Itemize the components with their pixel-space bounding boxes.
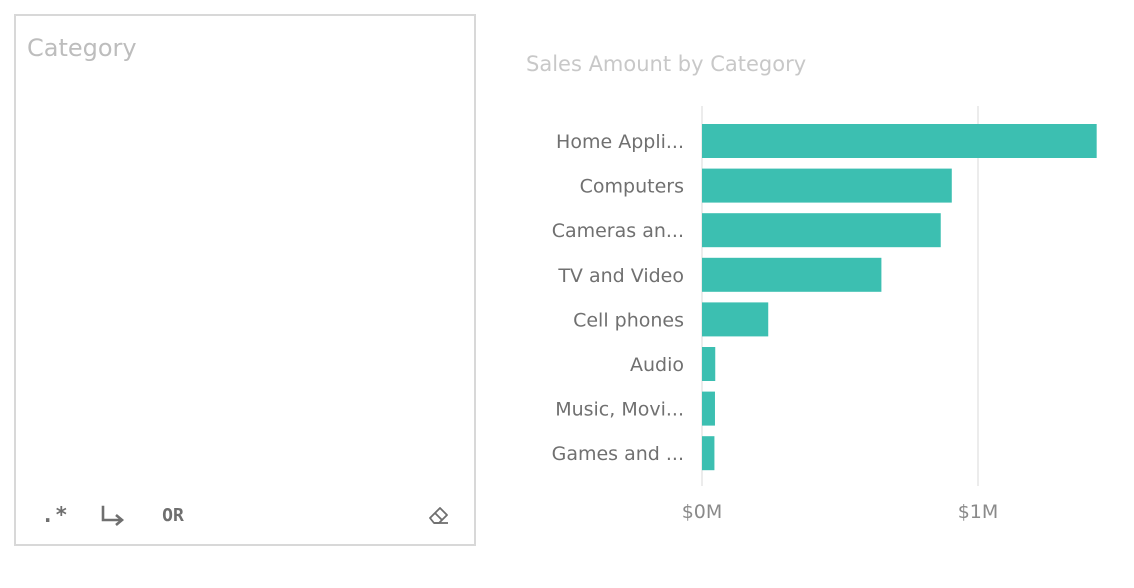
category-label-4: Cell phones (573, 309, 684, 331)
bar-1[interactable] (702, 168, 952, 203)
eraser-icon (429, 507, 448, 524)
bar-4[interactable] (702, 302, 769, 337)
slicer-toolbar: .* OR (16, 500, 474, 530)
category-label-7: Games and ... (552, 443, 684, 465)
bar-2[interactable] (702, 213, 941, 248)
arrow-down-right-icon (101, 505, 125, 526)
category-label-2: Cameras an... (552, 220, 684, 242)
bar-0[interactable] (702, 124, 1097, 158)
bar-5[interactable] (702, 347, 716, 381)
slicer-title: Category (27, 34, 137, 62)
bar-3[interactable] (702, 257, 882, 292)
or-toggle-button[interactable]: OR (162, 504, 184, 526)
category-label-0: Home Appli... (556, 131, 684, 153)
x-tick-label-1: $1M (958, 501, 999, 523)
x-tick-label-0: $0M (682, 501, 723, 523)
category-label-1: Computers (580, 176, 684, 198)
wrap-toggle-button[interactable] (98, 500, 128, 530)
bar-6[interactable] (702, 391, 715, 426)
category-label-6: Music, Movi... (555, 399, 684, 421)
category-label-5: Audio (630, 354, 684, 376)
category-slicer[interactable]: Category .* OR (14, 14, 476, 546)
clear-selection-button[interactable] (424, 500, 454, 530)
category-label-3: TV and Video (557, 265, 684, 287)
chart-title: Sales Amount by Category (526, 52, 807, 76)
bar-7[interactable] (702, 436, 715, 471)
regex-toggle-button[interactable]: .* (41, 503, 69, 527)
